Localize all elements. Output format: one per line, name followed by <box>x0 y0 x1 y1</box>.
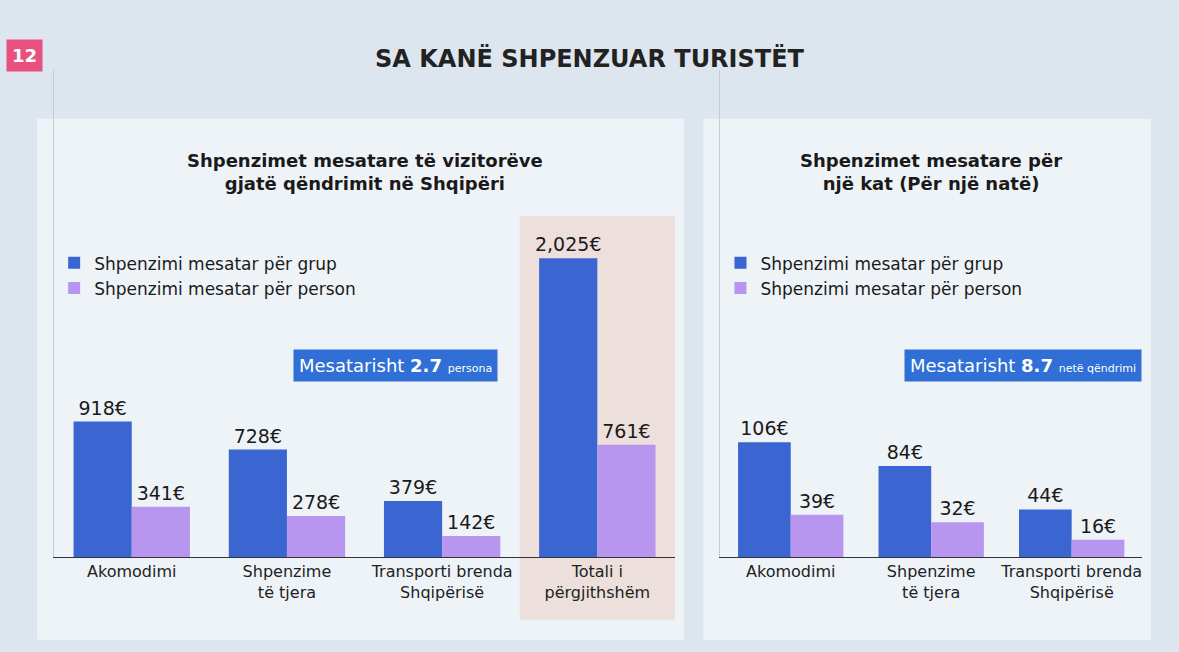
svg-text:Shpenzimet mesatare të vizitor: Shpenzimet mesatare të vizitorëvegjatë q… <box>187 150 543 194</box>
svg-text:Akomodimi: Akomodimi <box>746 562 835 581</box>
svg-text:32€: 32€ <box>939 497 975 519</box>
svg-text:Shpenzimetë tjera: Shpenzimetë tjera <box>243 562 332 602</box>
svg-text:2,025€: 2,025€ <box>535 233 601 255</box>
svg-text:728€: 728€ <box>234 425 282 447</box>
svg-text:Shpenzimi mesatar për grup: Shpenzimi mesatar për grup <box>760 254 1003 274</box>
svg-text:379€: 379€ <box>389 476 437 498</box>
svg-text:Mesatarisht 8.7 netë qëndrimi: Mesatarisht 8.7 netë qëndrimi <box>910 355 1136 376</box>
svg-text:341€: 341€ <box>137 482 185 504</box>
svg-text:Shpenzimi mesatar për person: Shpenzimi mesatar për person <box>94 279 356 299</box>
svg-text:Shpenzimi mesatar për person: Shpenzimi mesatar për person <box>760 279 1022 299</box>
svg-text:16€: 16€ <box>1080 515 1116 537</box>
svg-text:39€: 39€ <box>799 490 835 512</box>
svg-text:12: 12 <box>12 45 37 66</box>
svg-text:Shpenzimet mesatare përnjë kat: Shpenzimet mesatare përnjë kat (Për një … <box>800 150 1062 194</box>
svg-text:44€: 44€ <box>1027 484 1063 506</box>
svg-text:106€: 106€ <box>740 417 788 439</box>
svg-text:278€: 278€ <box>292 491 340 513</box>
svg-text:Akomodimi: Akomodimi <box>87 562 176 581</box>
svg-text:Transporti brendaShqipërisë: Transporti brendaShqipërisë <box>1000 562 1142 602</box>
svg-text:918€: 918€ <box>78 397 126 419</box>
svg-text:Shpenzimi mesatar për grup: Shpenzimi mesatar për grup <box>94 254 337 274</box>
svg-text:Transporti brendaShqipërisë: Transporti brendaShqipërisë <box>371 562 513 602</box>
svg-text:84€: 84€ <box>887 441 923 463</box>
svg-text:Totali ipërgjithshëm: Totali ipërgjithshëm <box>544 562 650 602</box>
svg-text:142€: 142€ <box>447 511 495 533</box>
svg-text:SA KANË SHPENZUAR TURISTËT: SA KANË SHPENZUAR TURISTËT <box>375 44 805 73</box>
svg-text:Mesatarisht 2.7 persona: Mesatarisht 2.7 persona <box>299 355 492 376</box>
svg-text:761€: 761€ <box>602 420 650 442</box>
svg-text:Shpenzimetë tjera: Shpenzimetë tjera <box>887 562 976 602</box>
